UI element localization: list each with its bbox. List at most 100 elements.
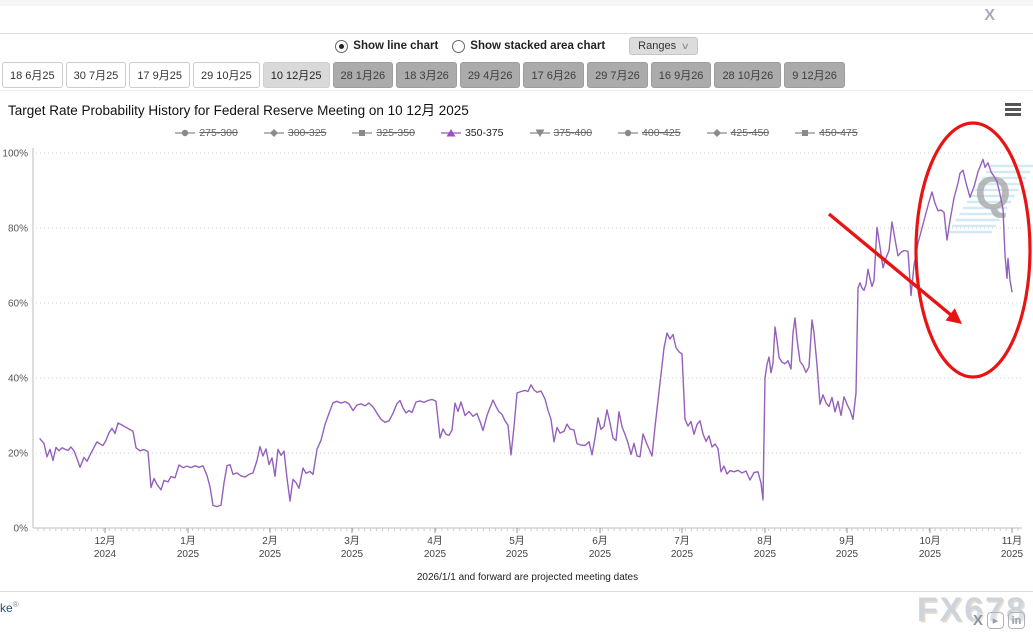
svg-text:7月: 7月	[674, 535, 690, 547]
legend-label: 400-425	[642, 127, 681, 139]
radio-area-label: Show stacked area chart	[470, 40, 606, 52]
radio-unselected-icon[interactable]	[452, 39, 466, 53]
svg-text:9月: 9月	[839, 535, 855, 547]
legend-label: 425-450	[730, 127, 770, 139]
legend-item[interactable]: 375-400	[529, 127, 593, 139]
svg-text:11月: 11月	[1002, 535, 1022, 547]
svg-text:2025: 2025	[836, 549, 859, 560]
legend-item[interactable]: 300-325	[263, 127, 327, 139]
svg-text:8月: 8月	[757, 535, 773, 547]
svg-text:100%: 100%	[2, 149, 28, 160]
svg-text:60%: 60%	[8, 299, 28, 310]
svg-text:2025: 2025	[919, 549, 942, 560]
close-icon[interactable]: X	[984, 7, 995, 24]
circle-marker-icon	[618, 129, 639, 137]
meeting-tab[interactable]: 17 6月26	[523, 62, 585, 88]
meeting-tab[interactable]: 29 4月26	[459, 62, 521, 88]
svg-text:10月: 10月	[919, 535, 940, 547]
fx678-watermark: FX678 X ▸ in	[916, 591, 1027, 629]
meeting-tab[interactable]: 9 12月26	[784, 62, 845, 88]
svg-text:2024: 2024	[94, 549, 117, 560]
svg-text:80%: 80%	[8, 224, 28, 235]
meeting-tab[interactable]: 30 7月25	[65, 62, 127, 88]
radio-line-label: Show line chart	[353, 40, 439, 52]
ranges-dropdown[interactable]: Ranges ∨	[629, 37, 698, 55]
header-divider	[0, 33, 1033, 34]
legend-item[interactable]: 350-375	[440, 127, 504, 139]
svg-text:5月: 5月	[509, 535, 525, 547]
annotation-arrowhead	[945, 308, 962, 324]
svg-text:2025: 2025	[506, 549, 529, 560]
footer-divider	[0, 591, 1033, 592]
chevron-down-icon: ∨	[680, 40, 691, 51]
registered-mark: ®	[12, 600, 19, 609]
svg-text:40%: 40%	[8, 374, 28, 385]
legend-item[interactable]: 450-475	[795, 127, 858, 139]
svg-text:2025: 2025	[1001, 549, 1024, 560]
radio-selected-icon[interactable]	[335, 39, 349, 53]
legend-item[interactable]: 275-300	[175, 127, 238, 139]
meeting-tab[interactable]: 17 9月25	[129, 62, 190, 88]
diamond-marker-icon	[706, 129, 727, 137]
square-marker-icon	[352, 130, 373, 136]
probability-line-350-375	[39, 158, 1013, 508]
meeting-tab[interactable]: 18 3月26	[396, 62, 457, 88]
chart-menu-icon[interactable]	[1005, 103, 1021, 116]
legend-label: 450-475	[819, 127, 858, 139]
triangle-down-marker-icon	[529, 129, 550, 137]
legend-label: 325-350	[376, 127, 415, 139]
circle-marker-icon	[175, 129, 196, 137]
svg-text:2025: 2025	[177, 549, 200, 560]
svg-text:2月: 2月	[262, 535, 278, 547]
diamond-marker-icon	[263, 129, 284, 137]
legend-item[interactable]: 425-450	[706, 127, 770, 139]
svg-text:20%: 20%	[8, 449, 28, 460]
meeting-tab[interactable]: 28 1月26	[332, 62, 394, 88]
svg-text:2025: 2025	[671, 549, 694, 560]
svg-text:3月: 3月	[344, 535, 360, 547]
meeting-date-tabs: 18 6月25 30 7月25 17 9月25 29 10月25 10 12月25 28 …	[2, 62, 1032, 88]
projection-footnote: 2026/1/1 and forward are projected meeti…	[416, 572, 639, 583]
meeting-tab[interactable]: 29 10月25	[192, 62, 260, 88]
meeting-tab[interactable]: 28 10月26	[714, 62, 782, 88]
legend-item[interactable]: 400-425	[618, 127, 681, 139]
fx678-text: FX678	[916, 591, 1027, 629]
meeting-tab[interactable]: 10 12月25	[262, 62, 330, 88]
tabs-divider	[0, 90, 1033, 91]
rate-range-legend: 275-300 300-325 325-350 350-375 375-400 400-4…	[0, 127, 1033, 139]
legend-item[interactable]: 325-350	[352, 127, 415, 139]
legend-label: 275-300	[199, 127, 238, 139]
video-social-icon: ▸	[987, 612, 1004, 629]
svg-text:2025: 2025	[424, 549, 447, 560]
legend-label: 375-400	[553, 127, 593, 139]
radio-show-stacked-area-chart[interactable]: Show stacked area chart	[452, 39, 606, 53]
triangle-up-marker-icon	[440, 129, 461, 137]
svg-text:1月: 1月	[180, 535, 196, 547]
svg-text:2025: 2025	[589, 549, 612, 560]
ranges-label: Ranges	[638, 40, 677, 52]
radio-show-line-chart[interactable]: Show line chart	[335, 39, 439, 53]
meeting-tab[interactable]: 29 7月26	[587, 62, 648, 88]
svg-text:0%: 0%	[14, 524, 29, 535]
chart-type-controls: Show line chart Show stacked area chart …	[0, 37, 1033, 55]
meeting-tab[interactable]: 18 6月25	[2, 62, 63, 88]
meeting-tab[interactable]: 16 9月26	[650, 62, 712, 88]
svg-text:6月: 6月	[592, 535, 608, 547]
social-icons: X ▸ in	[972, 612, 1025, 629]
svg-text:12月: 12月	[94, 535, 115, 547]
top-strip	[0, 0, 1033, 6]
svg-text:2025: 2025	[754, 549, 777, 560]
annotation-ellipse	[914, 121, 1032, 379]
legend-label: 300-325	[287, 127, 327, 139]
svg-text:2025: 2025	[259, 549, 282, 560]
svg-text:2025: 2025	[341, 549, 364, 560]
square-marker-icon	[795, 130, 816, 136]
svg-text:4月: 4月	[427, 535, 443, 547]
chart-title: Target Rate Probability History for Fede…	[8, 103, 469, 118]
linkedin-social-icon: in	[1008, 612, 1025, 629]
quikstrike-q-watermark: Q	[975, 167, 1011, 219]
x-social-icon: X	[972, 612, 983, 629]
legend-label: 350-375	[464, 127, 504, 139]
